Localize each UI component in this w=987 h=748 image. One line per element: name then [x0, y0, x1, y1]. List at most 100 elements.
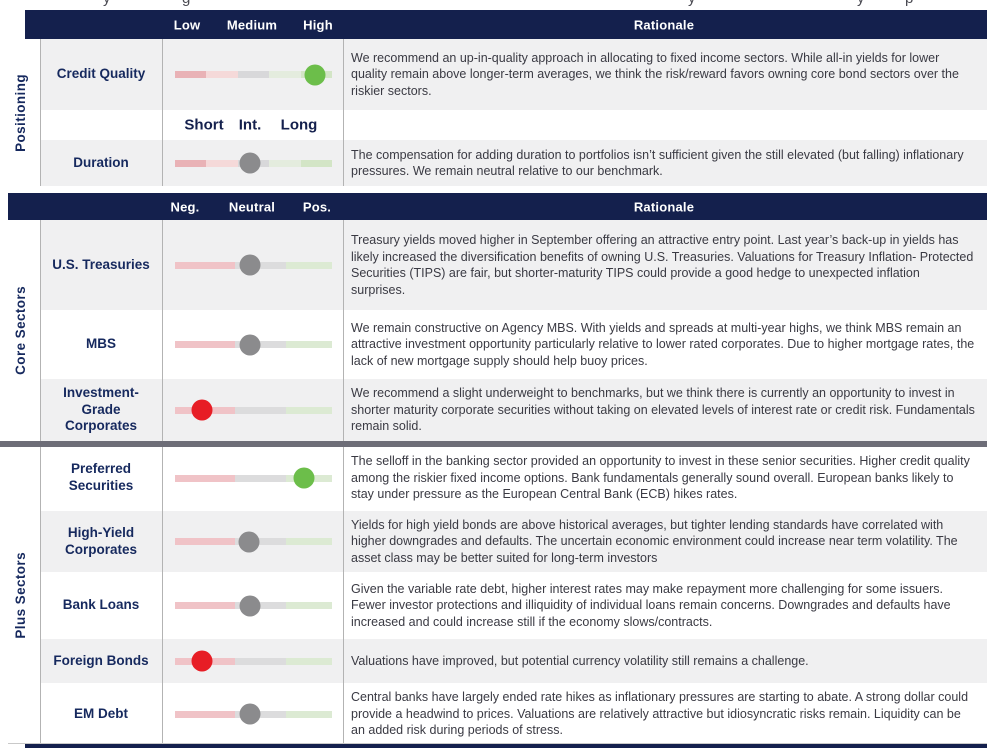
rating-dot	[239, 334, 261, 355]
rationale-cell: Treasury yields moved higher in Septembe…	[343, 220, 987, 310]
rationale-text: Central banks have largely ended rate hi…	[351, 690, 969, 738]
rating-slider-cell	[162, 574, 343, 637]
rationale-cell: We remain constructive on Agency MBS. Wi…	[343, 312, 987, 377]
table-row-investment-grade-corporates: Investment-Grade Corporates We recommend…	[40, 377, 987, 441]
rating-track	[175, 399, 332, 421]
sector-label-cell: Bank Loans	[40, 574, 162, 637]
scale-label-int: Int.	[238, 116, 262, 134]
clipped-text-line: ygyyp	[0, 0, 987, 10]
section-label-core-sectors: Core Sectors	[0, 220, 40, 441]
rating-slider-cell	[162, 379, 343, 441]
section-gap	[0, 186, 987, 193]
section-label-text: Plus Sectors	[12, 551, 28, 639]
rating-track	[175, 254, 332, 276]
rating-track	[175, 595, 332, 616]
rationale-text: Yields for high yield bonds are above hi…	[351, 517, 958, 565]
rationale-header: Rationale	[633, 199, 695, 214]
rationale-text: Valuations have improved, but potential …	[351, 653, 809, 668]
rating-dot	[239, 152, 261, 174]
scale-label-pos: Pos.	[302, 199, 332, 214]
rationale-cell: We recommend a slight underweight to ben…	[343, 379, 987, 441]
rating-slider-cell	[162, 140, 343, 186]
rationale-text: We remain constructive on Agency MBS. Wi…	[351, 320, 975, 368]
clipped-text-fragment: g	[182, 0, 190, 7]
rationale-cell: Given the variable rate debt, higher int…	[343, 574, 987, 637]
rating-track	[175, 703, 332, 725]
rating-track	[175, 152, 332, 174]
rating-track	[175, 467, 332, 489]
rating-track	[175, 650, 332, 672]
sector-label: Foreign Bonds	[53, 652, 149, 668]
rationale-text: We recommend a slight underweight to ben…	[351, 386, 975, 434]
rating-slider-cell	[162, 447, 343, 509]
sector-label-cell: Credit Quality	[40, 39, 162, 110]
rating-slider-cell	[162, 685, 343, 743]
rating-dot	[191, 650, 213, 672]
rating-dot	[191, 399, 213, 421]
column-divider	[162, 39, 163, 186]
rating-dot	[304, 64, 326, 85]
section-label-text: Positioning	[12, 73, 28, 152]
rationale-header: Rationale	[633, 17, 695, 32]
sector-label: Bank Loans	[62, 597, 140, 613]
rating-dot	[239, 703, 261, 725]
section-label-positioning: Positioning	[0, 39, 40, 186]
core-plus-divider	[0, 441, 987, 447]
rating-track	[175, 334, 332, 355]
rating-slider-cell	[162, 511, 343, 572]
rationale-cell: Valuations have improved, but potential …	[343, 639, 987, 683]
rating-track	[175, 531, 332, 552]
bottom-navy-bar	[25, 744, 987, 748]
sector-label-cell: EM Debt	[40, 685, 162, 743]
sector-label: Credit Quality	[56, 66, 146, 82]
rationale-text: The compensation for adding duration to …	[351, 147, 964, 179]
sector-label: High-Yield Corporates	[64, 524, 137, 557]
scale-label-short: Short	[184, 116, 224, 134]
scale-label-long: Long	[280, 116, 318, 134]
clipped-text-fragment: y	[103, 0, 111, 7]
sector-label-cell: Preferred Securities	[40, 447, 162, 509]
rating-slider-cell	[162, 639, 343, 683]
sector-label: Preferred Securities	[68, 461, 134, 493]
scale-label-high: High	[303, 17, 333, 32]
rationale-cell: The compensation for adding duration to …	[343, 140, 987, 186]
rationale-cell: The selloff in the banking sector provid…	[343, 447, 987, 509]
rationale-cell: Yields for high yield bonds are above hi…	[343, 511, 987, 572]
clipped-text-fragment: y	[857, 0, 865, 7]
column-divider	[40, 39, 41, 186]
table-row-high-yield-corporates: High-Yield Corporates Yields for high yi…	[40, 509, 987, 572]
section-core-sectors: Core Sectors U.S. Treasuries Treasury yi…	[0, 220, 987, 441]
column-divider	[343, 447, 344, 743]
sector-label: EM Debt	[74, 705, 128, 721]
table-row-credit-quality: Credit Quality We recommend an up-in-qua…	[40, 39, 987, 110]
rating-dot	[238, 531, 260, 552]
column-divider	[162, 447, 163, 743]
sector-label-cell: Investment-Grade Corporates	[40, 379, 162, 441]
rating-dot	[293, 467, 315, 489]
rating-dot	[239, 254, 261, 276]
sector-label: Investment-Grade Corporates	[63, 384, 139, 434]
rating-track	[175, 64, 332, 85]
sector-label: U.S. Treasuries	[52, 256, 150, 272]
column-divider	[162, 220, 163, 441]
clipped-text-fragment: y	[688, 0, 696, 7]
rating-dot	[239, 595, 261, 616]
column-divider	[343, 39, 344, 186]
table-row-duration: Duration The compensation for adding dur…	[40, 140, 987, 186]
sector-label-cell: U.S. Treasuries	[40, 220, 162, 310]
rationale-text: Given the variable rate debt, higher int…	[351, 581, 951, 629]
table-row-em-debt: EM Debt Central banks have largely ended…	[40, 683, 987, 743]
sector-label-cell: MBS	[40, 312, 162, 377]
duration-scale-header: Short Int. Long	[40, 110, 987, 140]
table-row-preferred-securities: Preferred Securities The selloff in the …	[40, 447, 987, 509]
column-divider	[343, 220, 344, 441]
clipped-text-fragment: p	[905, 0, 913, 7]
scale-label-medium: Medium	[226, 17, 278, 32]
sector-label: Duration	[73, 154, 129, 170]
column-divider	[40, 447, 41, 743]
rating-slider-cell	[162, 312, 343, 377]
sector-label-cell: Duration	[40, 140, 162, 186]
rationale-cell: We recommend an up-in-quality approach i…	[343, 39, 987, 110]
sector-label: MBS	[86, 336, 116, 352]
scale-label-low: Low	[173, 17, 201, 32]
